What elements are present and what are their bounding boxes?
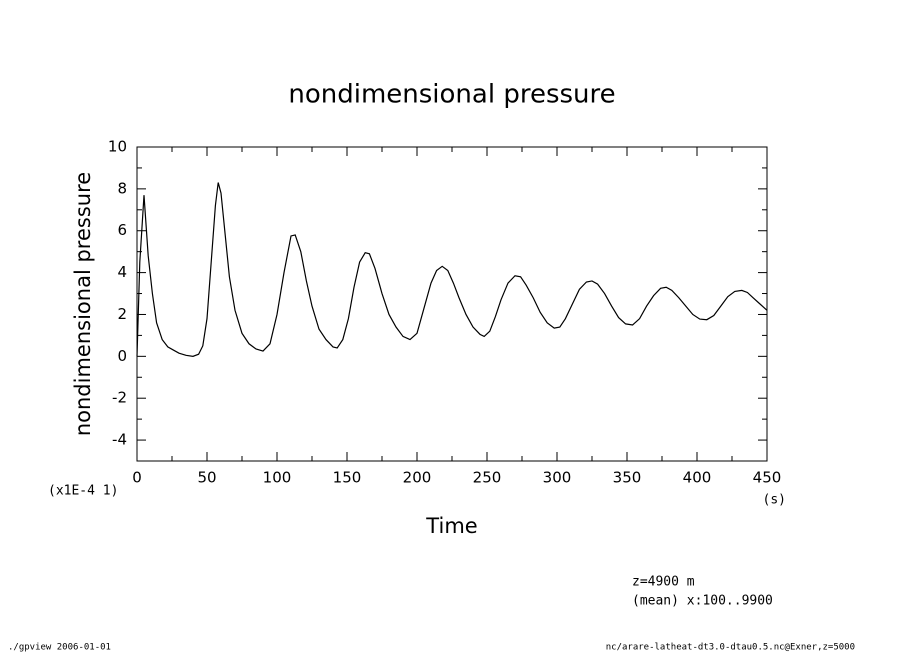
footer-left: ./gpview 2006-01-01 xyxy=(8,643,111,653)
x-tick-label: 450 xyxy=(753,469,782,487)
x-tick-label: 150 xyxy=(333,469,362,487)
y-scale-note: (x1E-4 1) xyxy=(48,484,118,499)
y-tick-label: 2 xyxy=(117,305,127,323)
y-tick-label: -2 xyxy=(112,389,127,407)
x-axis-label: Time xyxy=(425,514,477,538)
x-tick-label: 400 xyxy=(683,469,712,487)
x-tick-label: 0 xyxy=(132,469,142,487)
x-tick-label: 250 xyxy=(473,469,502,487)
x-tick-label: 350 xyxy=(613,469,642,487)
x-tick-label: 300 xyxy=(543,469,572,487)
x-tick-label: 200 xyxy=(403,469,432,487)
y-tick-label: 6 xyxy=(117,221,127,239)
y-tick-label: 0 xyxy=(117,347,127,365)
y-tick-label: 4 xyxy=(117,263,127,281)
x-unit: (s) xyxy=(763,493,786,508)
footer-right: nc/arare-latheat-dt3.0-dtau0.5.nc@Exner,… xyxy=(606,643,855,653)
annotation: z=4900 m xyxy=(632,575,695,590)
chart-title: nondimensional pressure xyxy=(288,80,615,110)
x-tick-label: 100 xyxy=(263,469,292,487)
x-tick-label: 50 xyxy=(197,469,216,487)
y-tick-label: 8 xyxy=(117,179,127,197)
y-tick-label: -4 xyxy=(112,431,127,449)
y-tick-label: 10 xyxy=(108,138,127,156)
plot-frame xyxy=(136,146,768,462)
annotation: (mean) x:100..9900 xyxy=(632,594,773,609)
y-axis-label: nondimensional pressure xyxy=(71,172,95,436)
data-line xyxy=(136,182,768,357)
